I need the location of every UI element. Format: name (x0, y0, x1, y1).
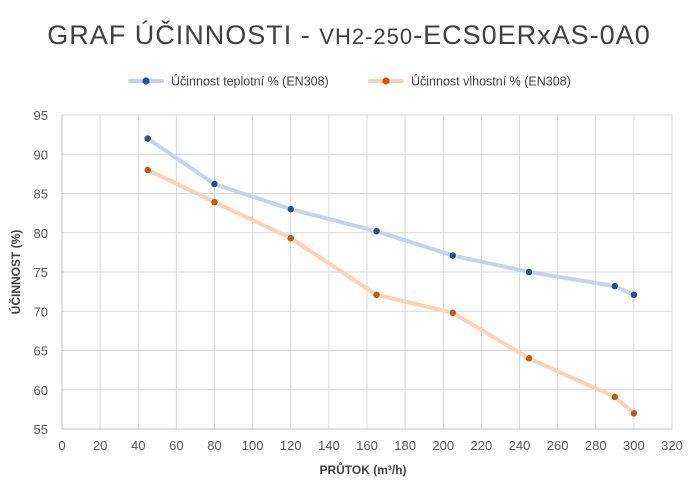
x-tick-label: 240 (509, 438, 531, 453)
y-tick-label: 55 (34, 422, 48, 437)
x-tick-label: 140 (318, 438, 340, 453)
x-tick-label: 200 (432, 438, 454, 453)
y-tick-label: 80 (34, 226, 48, 241)
x-tick-label: 100 (242, 438, 264, 453)
legend: Účinnost teplotní % (EN308) Účinnost vlh… (128, 74, 571, 89)
data-point-0 (286, 205, 295, 214)
data-point-1 (525, 354, 533, 363)
x-tick-label: 120 (280, 438, 302, 453)
y-tick-label: 90 (34, 147, 48, 162)
y-tick-label: 75 (34, 265, 48, 280)
data-point-1 (286, 234, 295, 243)
data-point-0 (629, 290, 638, 299)
axes (61, 115, 672, 430)
x-tick-label: 160 (356, 438, 378, 453)
data-point-1 (610, 392, 619, 401)
x-tick-label: 280 (585, 438, 607, 453)
x-tick-label: 220 (471, 438, 493, 453)
x-tick-label: 20 (93, 438, 107, 453)
y-axis-ticks: 55 60 65 70 75 80 85 90 95 (34, 108, 48, 437)
x-tick-label: 300 (623, 438, 645, 453)
chart-title: GRAF ÚČINNOSTI - VH2-250-ECS0ERxAS-0A0 (0, 20, 698, 51)
y-tick-label: 70 (34, 304, 48, 319)
data-point-1 (372, 290, 381, 299)
data-point-0 (610, 282, 619, 291)
series-line-0 (145, 136, 636, 297)
chart-title-model: VH2-250 (319, 24, 414, 49)
data-point-0 (448, 251, 457, 260)
chart-title-suffix: -ECS0ERxAS-0A0 (413, 20, 651, 50)
x-axis-ticks: 0 20 40 60 80 100 120 140 160 180 200 220 240 260 280 3… (58, 438, 682, 453)
x-tick-label: 40 (131, 438, 145, 453)
legend-entry-teplotni: Účinnost teplotní % (EN308) (171, 74, 329, 89)
x-axis-title: PRŮTOK (m³/h) (319, 461, 406, 477)
y-axis-title: ÚČINNOST (%) (8, 230, 23, 315)
chart-title-prefix: GRAF ÚČINNOSTI - (47, 20, 320, 50)
data-point-0 (210, 180, 219, 188)
data-point-0 (143, 134, 152, 143)
y-tick-label: 85 (34, 187, 48, 202)
data-point-0 (372, 227, 381, 236)
legend-swatch-marker (382, 77, 390, 85)
legend-entry-vlhostni: Účinnost vlhostní % (EN308) (411, 74, 571, 89)
gridlines (62, 114, 673, 429)
y-tick-label: 65 (34, 344, 48, 359)
x-tick-label: 320 (661, 438, 683, 453)
series-group (143, 134, 638, 418)
data-point-1 (448, 308, 457, 317)
data-point-0 (525, 268, 533, 276)
x-tick-label: 260 (547, 438, 569, 453)
data-point-1 (143, 166, 152, 174)
y-tick-label: 95 (34, 108, 48, 123)
x-tick-label: 80 (207, 438, 221, 453)
y-tick-label: 60 (34, 383, 48, 398)
data-point-1 (210, 198, 219, 207)
legend-swatch-marker (142, 77, 150, 85)
x-tick-label: 60 (169, 438, 183, 453)
series-line-1 (145, 167, 636, 416)
x-tick-label: 180 (394, 438, 416, 453)
x-tick-label: 0 (58, 438, 65, 453)
data-point-1 (629, 409, 638, 418)
